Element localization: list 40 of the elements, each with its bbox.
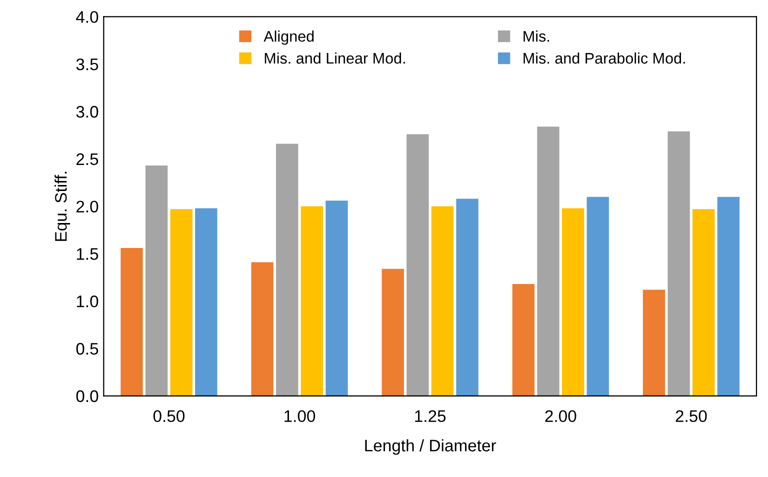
bar <box>537 126 560 396</box>
y-tick-label: 0.5 <box>76 342 98 355</box>
x-tick-label: 2.50 <box>676 410 707 422</box>
bar <box>668 131 690 396</box>
y-tick-label: 0.0 <box>76 390 98 402</box>
bar <box>326 200 348 396</box>
y-tick-label: 3.5 <box>76 58 98 70</box>
bar <box>562 208 584 396</box>
bar <box>512 284 535 396</box>
legend-label: Aligned <box>264 30 314 45</box>
bar <box>251 262 274 396</box>
x-axis-title: Length / Diameter <box>365 439 496 455</box>
y-tick-label: 4.0 <box>76 11 98 23</box>
bar <box>120 248 143 396</box>
y-tick-label: 2.5 <box>76 153 98 166</box>
y-axis-title: Equ. Stiff. <box>54 172 70 241</box>
bar <box>300 206 324 396</box>
x-tick-label: 0.50 <box>153 410 185 422</box>
legend-label: Mis. and Parabolic Mod. <box>524 52 685 64</box>
x-tick-label: 1.25 <box>415 410 446 422</box>
y-tick-label: 1.0 <box>76 296 98 308</box>
bar <box>382 268 404 396</box>
x-tick-label: 2.00 <box>545 410 576 422</box>
bar <box>717 196 740 396</box>
bar <box>642 290 666 396</box>
y-tick-label: 3.0 <box>76 106 98 118</box>
y-tick-label: 2.0 <box>76 200 98 213</box>
bar <box>692 209 715 396</box>
bar <box>170 209 192 396</box>
bar <box>195 208 218 396</box>
bar <box>586 196 609 396</box>
bar <box>406 134 429 396</box>
legend-label: Mis. and Linear Mod. <box>264 52 405 64</box>
bar <box>431 206 454 396</box>
bar <box>456 198 478 396</box>
legend-label: Mis. <box>524 30 549 42</box>
bar <box>276 144 298 396</box>
bar <box>145 166 168 396</box>
x-tick-label: 1.00 <box>284 410 316 422</box>
y-tick-label: 1.5 <box>76 248 98 260</box>
